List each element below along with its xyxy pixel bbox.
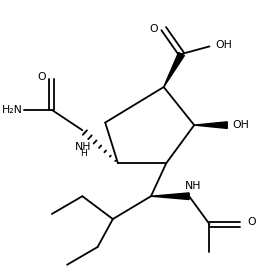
Text: NH: NH [75,142,92,152]
Text: O: O [247,217,256,227]
Text: NH: NH [185,181,201,191]
Polygon shape [151,193,189,199]
Polygon shape [164,53,185,87]
Polygon shape [194,122,227,128]
Text: OH: OH [233,120,250,130]
Text: OH: OH [215,40,232,50]
Text: H: H [80,148,87,158]
Text: H₂N: H₂N [2,105,23,115]
Text: O: O [37,72,46,82]
Text: O: O [149,24,158,34]
